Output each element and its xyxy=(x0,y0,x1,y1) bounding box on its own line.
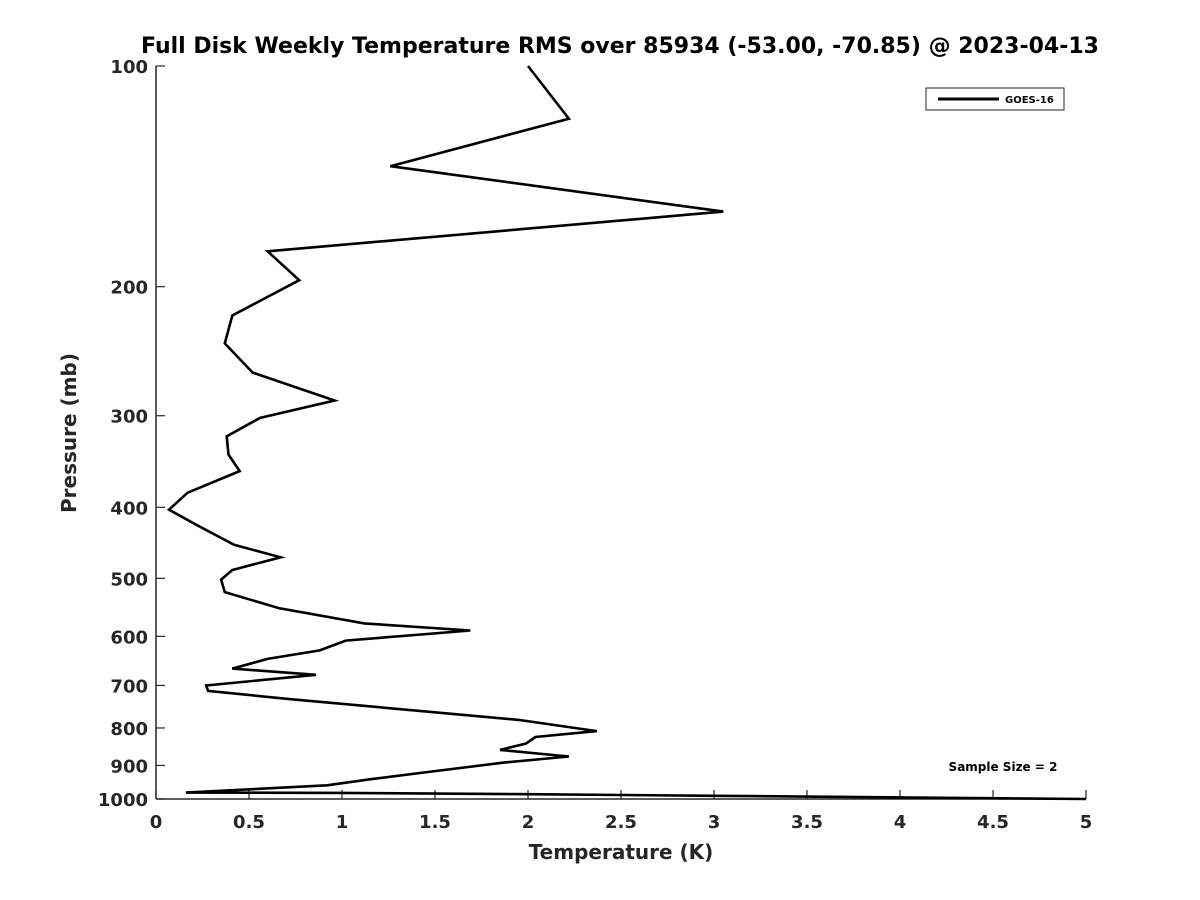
y-tick-label: 1000 xyxy=(98,790,148,811)
y-tick-label: 100 xyxy=(110,57,148,78)
y-axis-label: Pressure (mb) xyxy=(57,353,81,513)
x-tick-label: 3.5 xyxy=(791,812,823,833)
series-layer xyxy=(166,65,1087,801)
sample-size-note: Sample Size = 2 xyxy=(949,760,1058,774)
y-tick-label: 500 xyxy=(110,569,148,590)
x-tick-label: 2.5 xyxy=(605,812,637,833)
x-tick-label: 2 xyxy=(522,812,535,833)
y-tick-label: 600 xyxy=(110,627,148,648)
y-tick-label: 900 xyxy=(110,756,148,777)
y-tick-label: 300 xyxy=(110,407,148,428)
chart-title: Full Disk Weekly Temperature RMS over 85… xyxy=(141,34,1099,59)
x-tick-label: 0.5 xyxy=(233,812,265,833)
series-line-goes-16 xyxy=(166,65,1087,801)
x-ticks: 0 0.5 1 1.5 2 2.5 3 3.5 4 4.5 5 xyxy=(150,790,1093,833)
x-tick-label: 1 xyxy=(336,812,349,833)
y-tick-label: 400 xyxy=(110,498,148,519)
legend-label-goes-16: GOES-16 xyxy=(1005,95,1054,106)
y-ticks: 100 200 300 400 500 600 700 800 900 1000 xyxy=(98,57,165,811)
x-tick-label: 5 xyxy=(1080,812,1093,833)
x-tick-label: 4 xyxy=(894,812,907,833)
x-axis-label: Temperature (K) xyxy=(529,840,714,864)
x-tick-label: 0 xyxy=(150,812,163,833)
x-tick-label: 1.5 xyxy=(419,812,451,833)
x-tick-label: 3 xyxy=(708,812,721,833)
x-tick-label: 4.5 xyxy=(977,812,1009,833)
legend: GOES-16 xyxy=(925,87,1065,111)
axes xyxy=(155,66,1086,800)
y-tick-label: 800 xyxy=(110,719,148,740)
y-tick-label: 700 xyxy=(110,676,148,697)
y-tick-label: 200 xyxy=(110,278,148,299)
